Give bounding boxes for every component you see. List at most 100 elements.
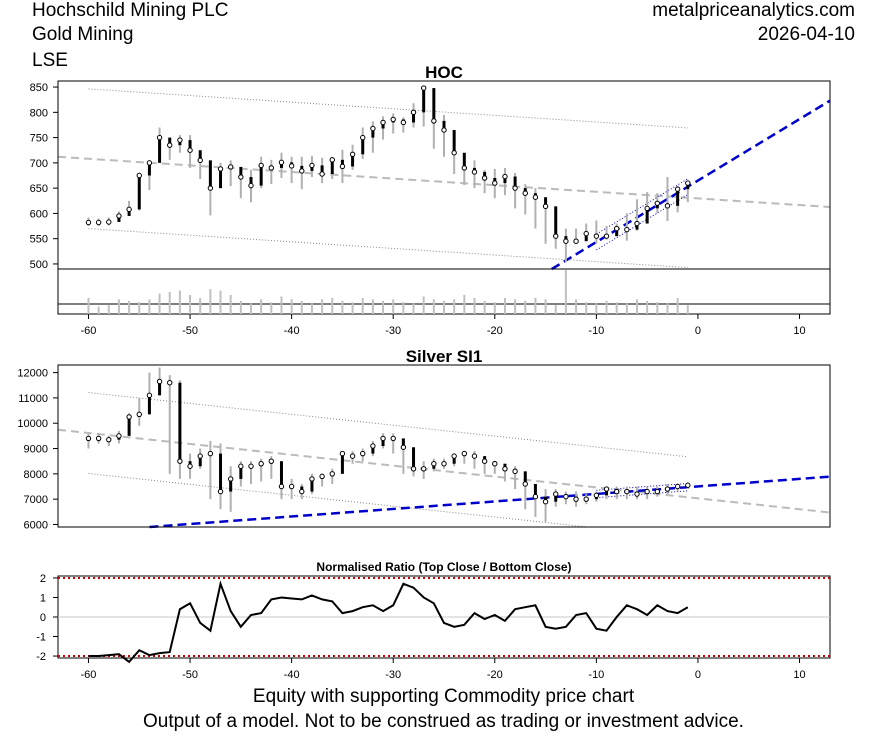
x-tick-label: 10: [793, 669, 805, 681]
close-marker: [329, 157, 335, 163]
close-marker: [471, 453, 478, 459]
close-marker: [451, 453, 457, 459]
close-marker: [126, 414, 132, 420]
close-marker: [441, 461, 447, 467]
close-marker: [197, 157, 203, 164]
ratio-line: [88, 580, 689, 664]
close-marker: [116, 433, 122, 439]
y-tick-label: 9000: [24, 444, 48, 456]
y-tick-label: 850: [30, 82, 48, 94]
close-marker: [542, 498, 549, 505]
close-marker: [95, 435, 102, 442]
close-marker: [390, 116, 396, 123]
y-tick-label: 6000: [24, 519, 48, 531]
x-tick-label: 0: [695, 669, 701, 681]
close-marker: [563, 493, 569, 500]
close-marker: [654, 200, 661, 207]
close-marker: [400, 119, 407, 126]
close-marker: [380, 435, 386, 442]
site-label: metalpriceanalytics.com: [652, 0, 855, 21]
close-marker: [339, 163, 346, 170]
close-marker: [420, 85, 427, 91]
close-marker: [603, 486, 610, 492]
close-marker: [177, 137, 183, 143]
close-marker: [136, 172, 142, 179]
y-tick-label: 7000: [24, 494, 48, 506]
close-marker: [512, 185, 518, 191]
close-marker: [532, 493, 539, 500]
close-marker: [573, 496, 579, 502]
close-marker: [207, 185, 214, 191]
x-tick-label: -60: [81, 669, 97, 681]
close-marker: [360, 450, 366, 457]
y-tick-label: 800: [30, 107, 48, 119]
x-tick-label: -10: [588, 669, 604, 681]
company-name: Hochschild Mining PLC: [32, 0, 229, 21]
y-tick-label: 500: [30, 259, 48, 271]
x-tick-label: -30: [385, 325, 401, 337]
chart-canvas: HOC 500 550 600 650 700 750 800 850 -60 -50 -40 -30 -…: [17, 63, 831, 681]
close-marker: [319, 171, 325, 177]
close-marker: [167, 142, 173, 148]
close-marker: [685, 180, 691, 186]
close-marker: [85, 219, 92, 226]
close-marker: [187, 463, 193, 469]
regression-band: [88, 392, 688, 458]
close-marker: [542, 203, 549, 210]
close-marker: [288, 483, 295, 490]
close-marker: [441, 127, 447, 133]
y-tick-label: 0: [40, 612, 46, 624]
close-marker: [431, 118, 437, 124]
close-marker: [461, 165, 468, 171]
close-marker: [217, 488, 224, 495]
close-marker: [664, 203, 671, 209]
panel-title: Normalised Ratio (Top Close / Bottom Clo…: [316, 560, 571, 574]
y-tick-label: 650: [30, 183, 48, 195]
y-tick-label: 8000: [24, 469, 48, 481]
close-marker: [197, 453, 203, 459]
x-tick-label: -40: [284, 325, 300, 337]
close-marker: [431, 461, 437, 467]
close-marker: [644, 205, 650, 212]
close-marker: [238, 463, 244, 469]
close-marker: [167, 380, 173, 386]
close-marker: [217, 166, 224, 172]
close-marker: [583, 496, 589, 502]
close-marker: [644, 488, 650, 495]
y-tick-label: -1: [36, 632, 46, 644]
close-marker: [309, 162, 315, 169]
y-tick-label: 600: [30, 208, 48, 220]
trend-line: [149, 475, 831, 529]
close-marker: [492, 180, 498, 186]
close-marker: [329, 471, 335, 477]
x-tick-label: 0: [695, 325, 701, 337]
close-marker: [370, 443, 376, 449]
trend-line: [551, 99, 831, 271]
y-tick-label: 11000: [18, 393, 48, 405]
regression-line: [57, 155, 831, 209]
trend-channel: [596, 490, 688, 499]
close-marker: [126, 206, 132, 213]
close-marker: [349, 151, 356, 157]
footer-caption: Equity with supporting Commodity price c…: [252, 686, 635, 707]
close-marker: [299, 488, 305, 495]
close-marker: [634, 220, 640, 227]
close-marker: [522, 190, 528, 196]
x-tick-label: -20: [487, 669, 503, 681]
close-marker: [502, 173, 508, 180]
regression-band: [88, 228, 688, 269]
close-marker: [268, 458, 275, 464]
close-marker: [654, 488, 661, 495]
close-marker: [512, 468, 518, 475]
y-tick-label: 10000: [17, 418, 48, 430]
close-marker: [146, 392, 153, 399]
y-tick-label: 750: [30, 133, 48, 145]
close-marker: [685, 482, 691, 488]
close-marker: [624, 488, 630, 495]
plot-frame: [57, 364, 831, 528]
close-marker: [461, 450, 468, 457]
trend-channel: [596, 482, 688, 491]
close-marker: [227, 164, 234, 170]
close-marker: [502, 466, 508, 472]
close-marker: [613, 488, 620, 495]
